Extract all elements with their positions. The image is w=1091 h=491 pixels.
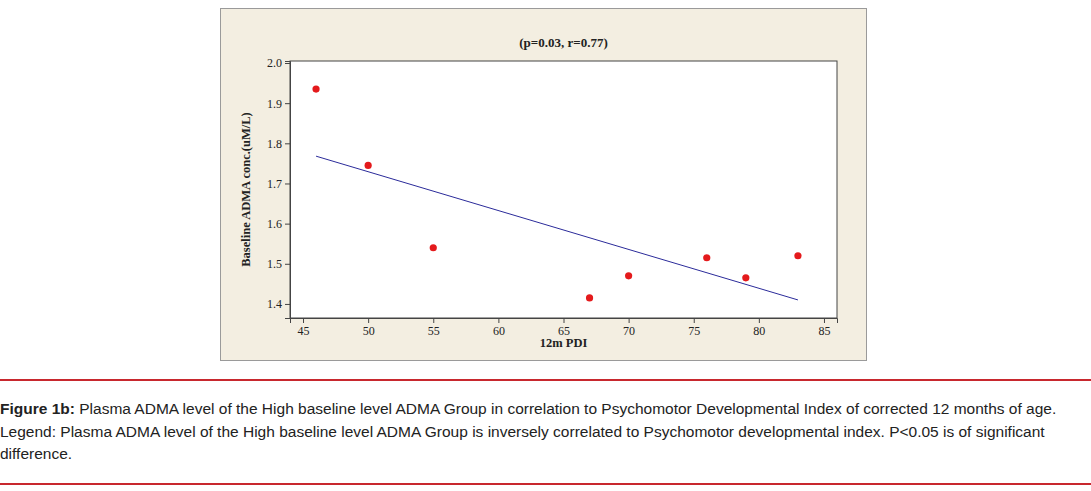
tick: 85	[818, 318, 830, 338]
tick-label: 85	[818, 324, 830, 338]
tick: 70	[623, 318, 635, 338]
y-axis-title: Baseline ADMA conc.(uM/L)	[239, 112, 253, 267]
tick-label: 1.7	[267, 177, 282, 191]
tick: 65	[558, 318, 570, 338]
tick: 50	[363, 318, 375, 338]
tick-mark	[759, 318, 760, 323]
tick-label: 75	[688, 324, 700, 338]
point	[742, 274, 749, 281]
tick-mark	[285, 103, 290, 104]
tick-mark	[285, 224, 290, 225]
tick-label: 1.6	[267, 217, 282, 231]
point	[312, 86, 319, 93]
tick-mark	[285, 304, 290, 305]
tick: 1.4	[267, 297, 290, 311]
point	[703, 254, 710, 261]
y-axis: 1.4 1.5 1.6 1.7 1.8 1.9 2.0	[267, 56, 291, 318]
tick-mark	[285, 63, 290, 64]
tick: 2.0	[267, 56, 290, 70]
point	[794, 252, 801, 259]
caption-note: Legend: Plasma ADMA level of the High ba…	[0, 421, 1086, 465]
tick-label: 1.4	[267, 297, 282, 311]
tick-label: 60	[493, 324, 505, 338]
tick-mark	[564, 318, 565, 323]
x-axis: 45 50 55 60 65 70 75 80 85	[291, 318, 838, 338]
axis-line	[291, 319, 838, 324]
tick-label: 55	[428, 324, 440, 338]
caption-text: Plasma ADMA level of the High baseline l…	[79, 400, 1056, 417]
tick: 1.8	[267, 137, 290, 151]
plot-frame	[290, 61, 837, 318]
tick-mark	[824, 318, 825, 323]
tick-label: 2.0	[267, 56, 282, 70]
tick: 1.5	[267, 257, 290, 271]
caption-rule-bottom	[0, 483, 1091, 485]
note-text: Legend: Plasma ADMA level of the High ba…	[0, 423, 1045, 462]
tick-mark	[285, 143, 290, 144]
tick-label: 80	[753, 324, 765, 338]
panel	[221, 9, 867, 361]
tick: 55	[428, 318, 440, 338]
tick-mark	[303, 318, 304, 323]
caption-label: Figure 1b:	[0, 400, 75, 417]
caption-rule-top	[0, 379, 1091, 381]
fit-line	[316, 156, 798, 300]
tick: 1.7	[267, 177, 290, 191]
tick-mark	[433, 318, 434, 323]
tick-mark	[285, 264, 290, 265]
point	[365, 162, 372, 169]
tick-label: 1.9	[267, 97, 282, 111]
tick-mark	[629, 318, 630, 323]
tick-mark	[368, 318, 369, 323]
tick-label: 50	[363, 324, 375, 338]
x-axis-title: 12m PDI	[540, 336, 588, 350]
tick-mark	[694, 318, 695, 323]
point	[430, 244, 437, 251]
tick: 60	[493, 318, 505, 338]
title: (p=0.03, r=0.77)	[519, 35, 607, 50]
tick-label: 1.5	[267, 257, 282, 271]
axis-line	[285, 62, 291, 319]
tick-mark	[285, 183, 290, 184]
tick-label: 1.8	[267, 137, 282, 151]
tick: 75	[688, 318, 700, 338]
tick: 1.9	[267, 97, 290, 111]
caption: Figure 1b: Plasma ADMA level of the High…	[0, 398, 1086, 420]
point	[625, 272, 632, 279]
tick-mark	[498, 318, 499, 323]
tick: 80	[753, 318, 765, 338]
tick: 1.6	[267, 217, 290, 231]
point	[586, 294, 593, 301]
tick-label: 70	[623, 324, 635, 338]
marks	[312, 86, 801, 302]
tick: 45	[298, 318, 310, 338]
tick-label: 45	[298, 324, 310, 338]
